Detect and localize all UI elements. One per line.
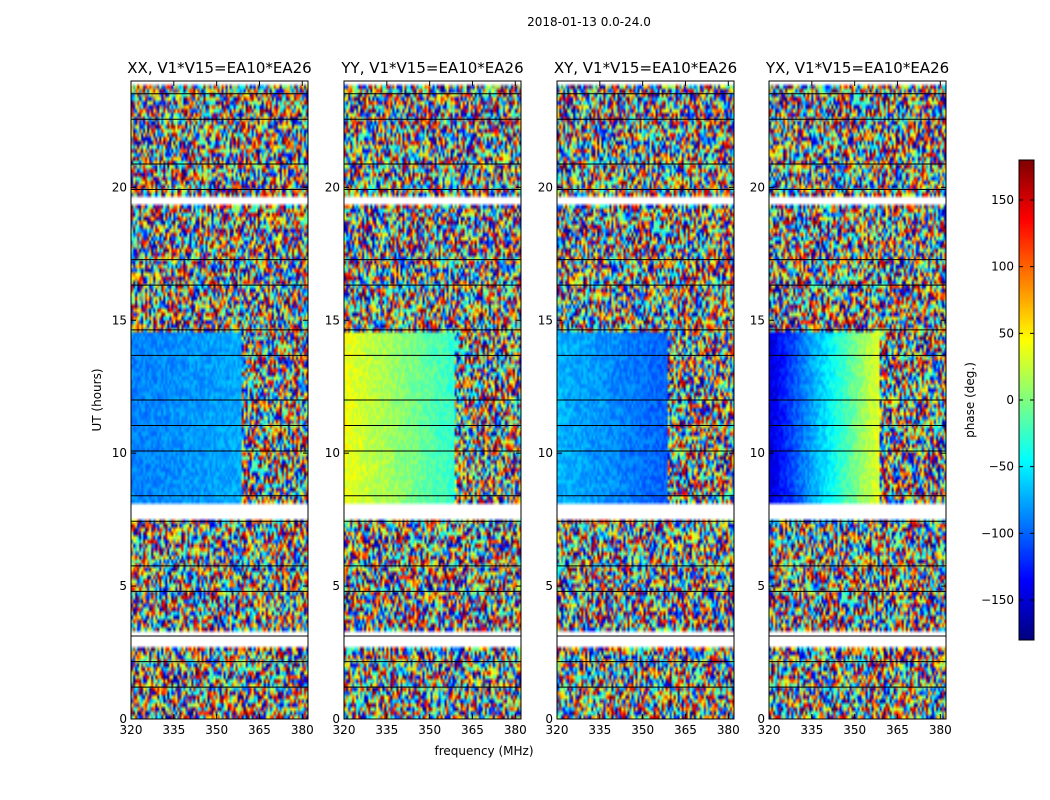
x-tick-label: 335 [375, 723, 398, 737]
colorbar-tick-label: 100 [991, 260, 1014, 274]
panel-1: YY, V1*V15=EA10*EA26 320 335 350 365 380 0 5 10 1… [325, 59, 527, 737]
panel-title-2: XY, V1*V15=EA10*EA26 [554, 59, 737, 77]
y-tick-label: 10 [112, 446, 127, 460]
y-tick-label: 5 [757, 579, 765, 593]
y-tick-label: 5 [545, 579, 553, 593]
y-axis-label: UT (hours) [90, 368, 104, 431]
y-tick-label: 20 [325, 180, 340, 194]
colorbar-tick-label: −50 [989, 460, 1014, 474]
x-tick-label: 365 [674, 723, 697, 737]
x-tick-label: 365 [461, 723, 484, 737]
x-tick-label: 350 [631, 723, 654, 737]
x-tick-label: 365 [248, 723, 271, 737]
panel-2: XY, V1*V15=EA10*EA26 320 335 350 365 380 0 5 10 1… [538, 59, 740, 737]
y-tick-label: 15 [538, 313, 553, 327]
x-tick-label: 335 [800, 723, 823, 737]
x-tick-label: 380 [929, 723, 952, 737]
x-tick-label: 365 [886, 723, 909, 737]
y-tick-label: 15 [750, 313, 765, 327]
y-tick-label: 10 [750, 446, 765, 460]
x-tick-label: 320 [120, 723, 143, 737]
axes-frame-1 [343, 80, 522, 720]
y-tick-label: 15 [112, 313, 127, 327]
y-tick-label: 0 [332, 712, 340, 726]
x-tick-label: 320 [333, 723, 356, 737]
y-tick-label: 0 [119, 712, 127, 726]
axes-frame-0 [130, 80, 309, 720]
colorbar-tick-label: −100 [981, 526, 1014, 540]
colorbar-tick-label: 50 [999, 326, 1014, 340]
x-axis-label: frequency (MHz) [434, 744, 533, 758]
panels-group: XX, V1*V15=EA10*EA26 320 335 350 365 380 0 5 10 1… [112, 59, 952, 737]
axes-frame-3 [768, 80, 947, 720]
y-tick-label: 20 [112, 180, 127, 194]
y-tick-label: 10 [325, 446, 340, 460]
y-tick-label: 20 [750, 180, 765, 194]
panel-title-0: XX, V1*V15=EA10*EA26 [127, 59, 311, 77]
colorbar: −150 −100 −50 0 50 100 150 [981, 159, 1035, 641]
x-tick-label: 335 [588, 723, 611, 737]
panel-0: XX, V1*V15=EA10*EA26 320 335 350 365 380 0 5 10 1… [112, 59, 314, 737]
colorbar-tick-label: 0 [1006, 393, 1014, 407]
colorbar-label: phase (deg.) [963, 362, 977, 438]
x-tick-label: 380 [291, 723, 314, 737]
x-tick-label: 350 [205, 723, 228, 737]
x-tick-label: 380 [717, 723, 740, 737]
x-tick-label: 320 [758, 723, 781, 737]
x-tick-label: 320 [546, 723, 569, 737]
x-tick-label: 350 [843, 723, 866, 737]
colorbar-tick-label: −150 [981, 593, 1014, 607]
y-tick-label: 20 [538, 180, 553, 194]
x-tick-label: 335 [162, 723, 185, 737]
figure-title: 2018-01-13 0.0-24.0 [527, 15, 651, 29]
colorbar-tick-label: 150 [991, 193, 1014, 207]
axes-frame-2 [556, 80, 735, 720]
y-tick-label: 15 [325, 313, 340, 327]
colorbar-gradient [1019, 160, 1034, 640]
y-tick-label: 0 [545, 712, 553, 726]
panel-title-3: YX, V1*V15=EA10*EA26 [765, 59, 949, 77]
y-tick-label: 0 [757, 712, 765, 726]
panel-3: YX, V1*V15=EA10*EA26 320 335 350 365 380 0 5 10 1… [750, 59, 952, 737]
y-tick-label: 5 [332, 579, 340, 593]
x-tick-label: 380 [504, 723, 527, 737]
y-tick-label: 10 [538, 446, 553, 460]
y-tick-label: 5 [119, 579, 127, 593]
panel-title-1: YY, V1*V15=EA10*EA26 [340, 59, 523, 77]
x-tick-label: 350 [418, 723, 441, 737]
